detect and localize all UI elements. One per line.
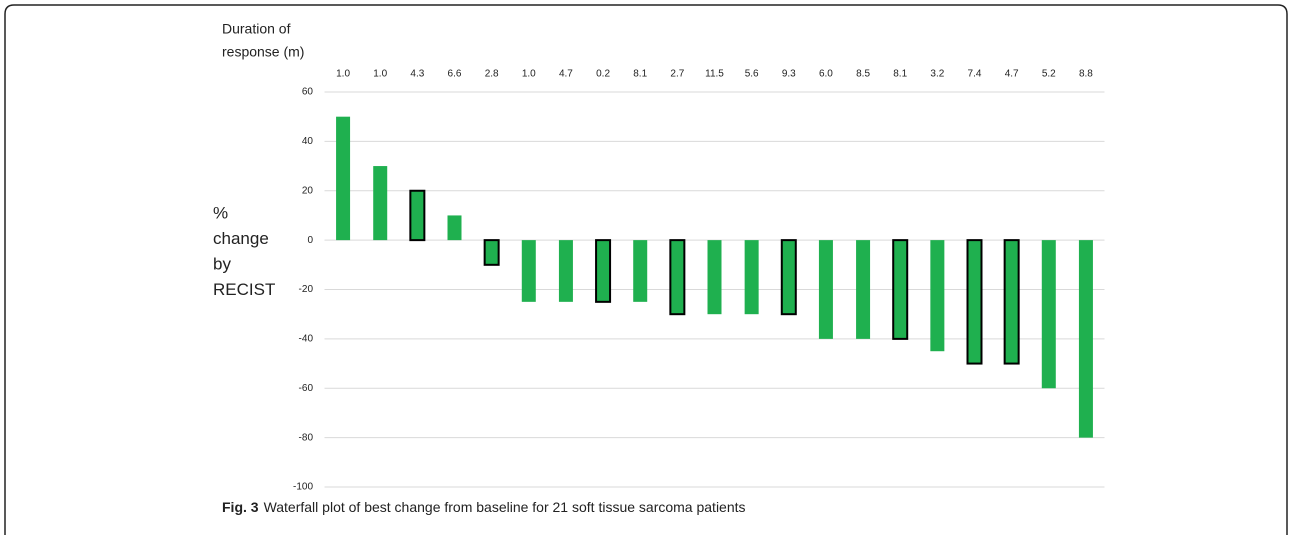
category-label: 8.5 [856,69,870,80]
category-label: 7.4 [968,69,982,80]
category-label: 3.2 [930,69,944,80]
category-axis-title: Duration of [222,21,291,37]
bar [595,239,612,303]
category-label: 8.1 [893,69,907,80]
y-tick-label: -80 [299,432,314,443]
y-axis-label: % [213,203,228,222]
y-tick-label: 60 [302,87,314,98]
y-tick-label: -20 [299,284,314,295]
y-axis-label: by [213,254,231,273]
category-label: 2.7 [670,69,684,80]
caption-text: Waterfall plot of best change from basel… [264,499,746,515]
y-tick-label: -40 [299,334,314,345]
y-tick-label: 40 [302,136,314,147]
y-tick-label: -100 [293,482,313,493]
y-axis-label: change [213,229,269,248]
y-axis-label: RECIST [213,280,275,299]
bar [780,239,797,316]
bar [447,215,462,241]
bar [1041,240,1056,389]
category-label: 6.0 [819,69,833,80]
category-label: 6.6 [448,69,462,80]
category-label: 1.0 [373,69,387,80]
bar [669,239,686,316]
category-label: 8.1 [633,69,647,80]
category-axis-title: response (m) [222,44,304,60]
bar [744,240,759,315]
category-label: 0.2 [596,69,610,80]
category-label: 5.6 [745,69,759,80]
category-label: 11.5 [705,69,724,80]
category-label: 4.3 [410,69,424,80]
category-label: 2.8 [485,69,499,80]
category-label: 8.8 [1079,69,1093,80]
bar [558,240,573,302]
bar [1078,240,1093,438]
bar [966,239,983,365]
bar [707,240,722,315]
bar [521,240,536,302]
bar [373,166,388,241]
bar [336,116,351,241]
bar [483,239,500,266]
y-tick-label: 0 [307,235,313,246]
caption: Fig. 3 Waterfall plot of best change from… [222,499,746,515]
bar [892,239,909,340]
bar [818,240,833,339]
bar [856,240,871,339]
category-label: 5.2 [1042,69,1056,80]
frame [4,4,1288,535]
bar [409,189,426,242]
category-label: 4.7 [1005,69,1019,80]
y-tick-label: 20 [302,185,314,196]
bar [633,240,648,302]
bar [930,240,945,352]
y-tick-label: -60 [299,383,314,394]
bar [1003,239,1020,365]
category-label: 4.7 [559,69,573,80]
category-label: 9.3 [782,69,796,80]
category-label: 1.0 [336,69,350,80]
caption-label: Fig. 3 [222,499,259,515]
category-label: 1.0 [522,69,536,80]
